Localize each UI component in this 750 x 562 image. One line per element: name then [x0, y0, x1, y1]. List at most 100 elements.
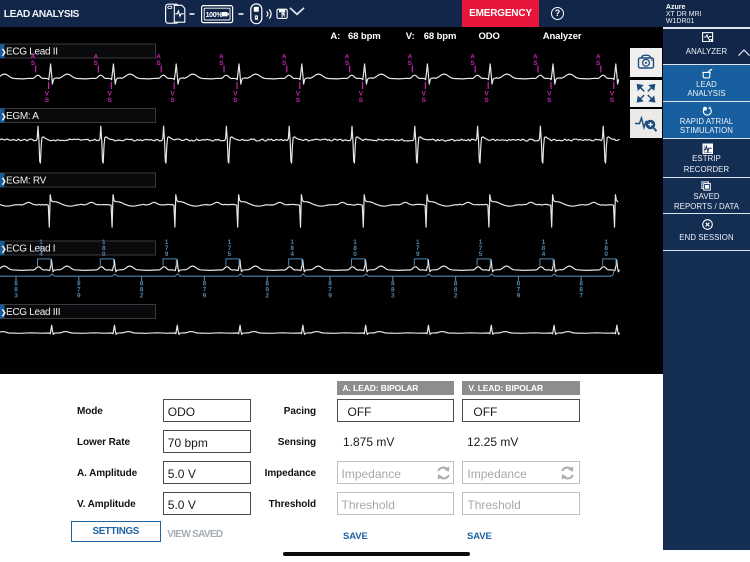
svg-text:8: 8 — [203, 281, 207, 288]
svg-text:EGM: RV: EGM: RV — [6, 175, 47, 186]
svg-text:S: S — [547, 97, 552, 104]
svg-text:1: 1 — [39, 239, 43, 246]
svg-text:5: 5 — [228, 251, 232, 258]
svg-text:8: 8 — [290, 245, 294, 252]
svg-text:2: 2 — [265, 293, 269, 300]
svg-text:ECG Lead II: ECG Lead II — [6, 46, 58, 57]
svg-text:A: A — [470, 54, 475, 61]
svg-text:9: 9 — [265, 287, 269, 294]
svg-text:S: S — [94, 60, 99, 67]
svg-text:V: V — [547, 91, 552, 98]
svg-text:7: 7 — [579, 293, 583, 300]
svg-text:1: 1 — [290, 239, 294, 246]
svg-text:A: A — [533, 54, 538, 61]
svg-text:A: A — [31, 54, 36, 61]
svg-text:9: 9 — [416, 251, 420, 258]
svg-text:8: 8 — [39, 245, 43, 252]
svg-text:V: V — [610, 91, 615, 98]
svg-text:S: S — [422, 97, 427, 104]
svg-text:8: 8 — [454, 287, 458, 294]
svg-text:7: 7 — [517, 287, 521, 294]
svg-text:V: V — [108, 91, 113, 98]
svg-text:8: 8 — [265, 281, 269, 288]
svg-text:ECG Lead I: ECG Lead I — [6, 243, 55, 254]
svg-text:❯: ❯ — [1, 177, 7, 185]
svg-text:2: 2 — [454, 293, 458, 300]
svg-text:A: A — [596, 54, 601, 61]
svg-text:S: S — [108, 97, 113, 104]
svg-text:V: V — [484, 91, 489, 98]
svg-text:ECG Lead III: ECG Lead III — [6, 307, 60, 318]
svg-text:7: 7 — [479, 245, 483, 252]
svg-text:8: 8 — [14, 281, 18, 288]
svg-text:4: 4 — [542, 251, 546, 258]
svg-text:V: V — [233, 91, 238, 98]
svg-text:❯: ❯ — [1, 309, 7, 317]
svg-text:1: 1 — [228, 239, 232, 246]
svg-text:A: A — [407, 54, 412, 61]
svg-text:1: 1 — [542, 239, 546, 246]
svg-text:2: 2 — [140, 293, 144, 300]
svg-text:V: V — [296, 91, 301, 98]
svg-text:A: A — [219, 54, 224, 61]
svg-text:A: A — [93, 54, 98, 61]
svg-text:0: 0 — [604, 251, 608, 258]
svg-text:3: 3 — [14, 293, 18, 300]
svg-text:9: 9 — [203, 293, 207, 300]
svg-text:8: 8 — [102, 245, 106, 252]
svg-text:8: 8 — [579, 287, 583, 294]
svg-text:8: 8 — [353, 245, 357, 252]
svg-text:8: 8 — [14, 287, 18, 294]
svg-text:7: 7 — [165, 245, 169, 252]
svg-text:S: S — [596, 60, 601, 67]
svg-text:8: 8 — [454, 281, 458, 288]
svg-text:7: 7 — [416, 245, 420, 252]
svg-text:1: 1 — [102, 239, 106, 246]
svg-text:4: 4 — [290, 251, 294, 258]
svg-text:S: S — [233, 97, 238, 104]
svg-text:100%: 100% — [206, 12, 224, 19]
svg-text:A: A — [282, 54, 287, 61]
svg-text:V: V — [45, 91, 50, 98]
svg-text:3: 3 — [391, 293, 395, 300]
svg-text:❯: ❯ — [1, 113, 7, 121]
svg-text:8: 8 — [391, 287, 395, 294]
svg-text:8: 8 — [579, 281, 583, 288]
svg-text:S: S — [219, 60, 224, 67]
svg-text:1: 1 — [479, 239, 483, 246]
svg-text:0: 0 — [102, 251, 106, 258]
svg-text:1: 1 — [165, 239, 169, 246]
svg-text:❯: ❯ — [1, 48, 7, 56]
svg-text:A: A — [345, 54, 350, 61]
svg-text:9: 9 — [165, 251, 169, 258]
svg-text:S: S — [345, 60, 350, 67]
svg-text:V: V — [359, 91, 364, 98]
svg-text:1: 1 — [604, 239, 608, 246]
svg-text:S: S — [484, 97, 489, 104]
svg-text:8: 8 — [391, 281, 395, 288]
svg-text:8: 8 — [517, 281, 521, 288]
svg-text:S: S — [296, 97, 301, 104]
svg-text:7: 7 — [228, 245, 232, 252]
svg-text:7: 7 — [203, 287, 207, 294]
svg-text:0: 0 — [353, 251, 357, 258]
svg-text:8: 8 — [542, 245, 546, 252]
svg-text:V: V — [422, 91, 427, 98]
svg-text:S: S — [533, 60, 538, 67]
svg-text:7: 7 — [328, 287, 332, 294]
svg-text:V: V — [170, 91, 175, 98]
svg-text:9: 9 — [517, 293, 521, 300]
svg-text:S: S — [470, 60, 475, 67]
svg-text:8: 8 — [604, 245, 608, 252]
svg-text:8: 8 — [77, 281, 81, 288]
svg-text:❯: ❯ — [1, 245, 7, 253]
svg-text:4: 4 — [39, 251, 43, 258]
svg-text:7: 7 — [77, 287, 81, 294]
svg-text:S: S — [408, 60, 413, 67]
svg-text:S: S — [156, 60, 161, 67]
svg-text:S: S — [170, 97, 175, 104]
svg-text:8: 8 — [140, 287, 144, 294]
svg-text:8: 8 — [140, 281, 144, 288]
svg-text:1: 1 — [353, 239, 357, 246]
svg-text:8: 8 — [328, 281, 332, 288]
